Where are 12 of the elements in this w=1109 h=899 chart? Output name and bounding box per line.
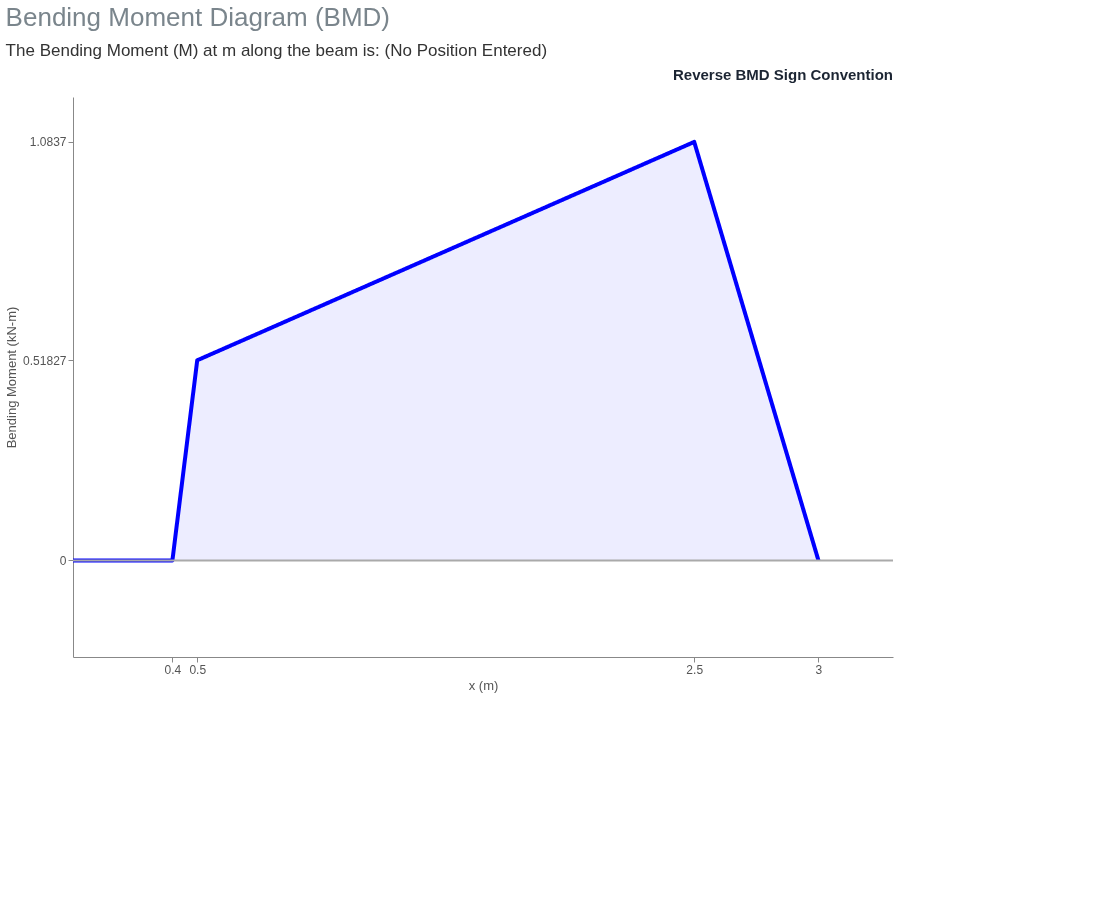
x-tick-label: 2.5: [686, 662, 704, 677]
chart-subtitle: The Bending Moment (M) at m along the beam is: (No Position Entered): [5, 41, 548, 60]
text: Reverse BMD Sign Convention: [672, 66, 893, 83]
y-axis-title: Bending Moment (kN-m): [4, 306, 20, 449]
x-tick-label: 3: [815, 662, 823, 677]
chart-title: Bending Moment Diagram (BMD): [5, 2, 390, 32]
y-tick-label: 0: [59, 553, 67, 568]
x-tick-label: 0.4: [164, 662, 182, 677]
x-tick-label: 0.5: [189, 662, 207, 677]
x-axis-title: x (m): [468, 677, 499, 693]
y-tick-label: 1.0837: [29, 135, 67, 150]
y-tick-label: 0.51827: [23, 353, 67, 368]
